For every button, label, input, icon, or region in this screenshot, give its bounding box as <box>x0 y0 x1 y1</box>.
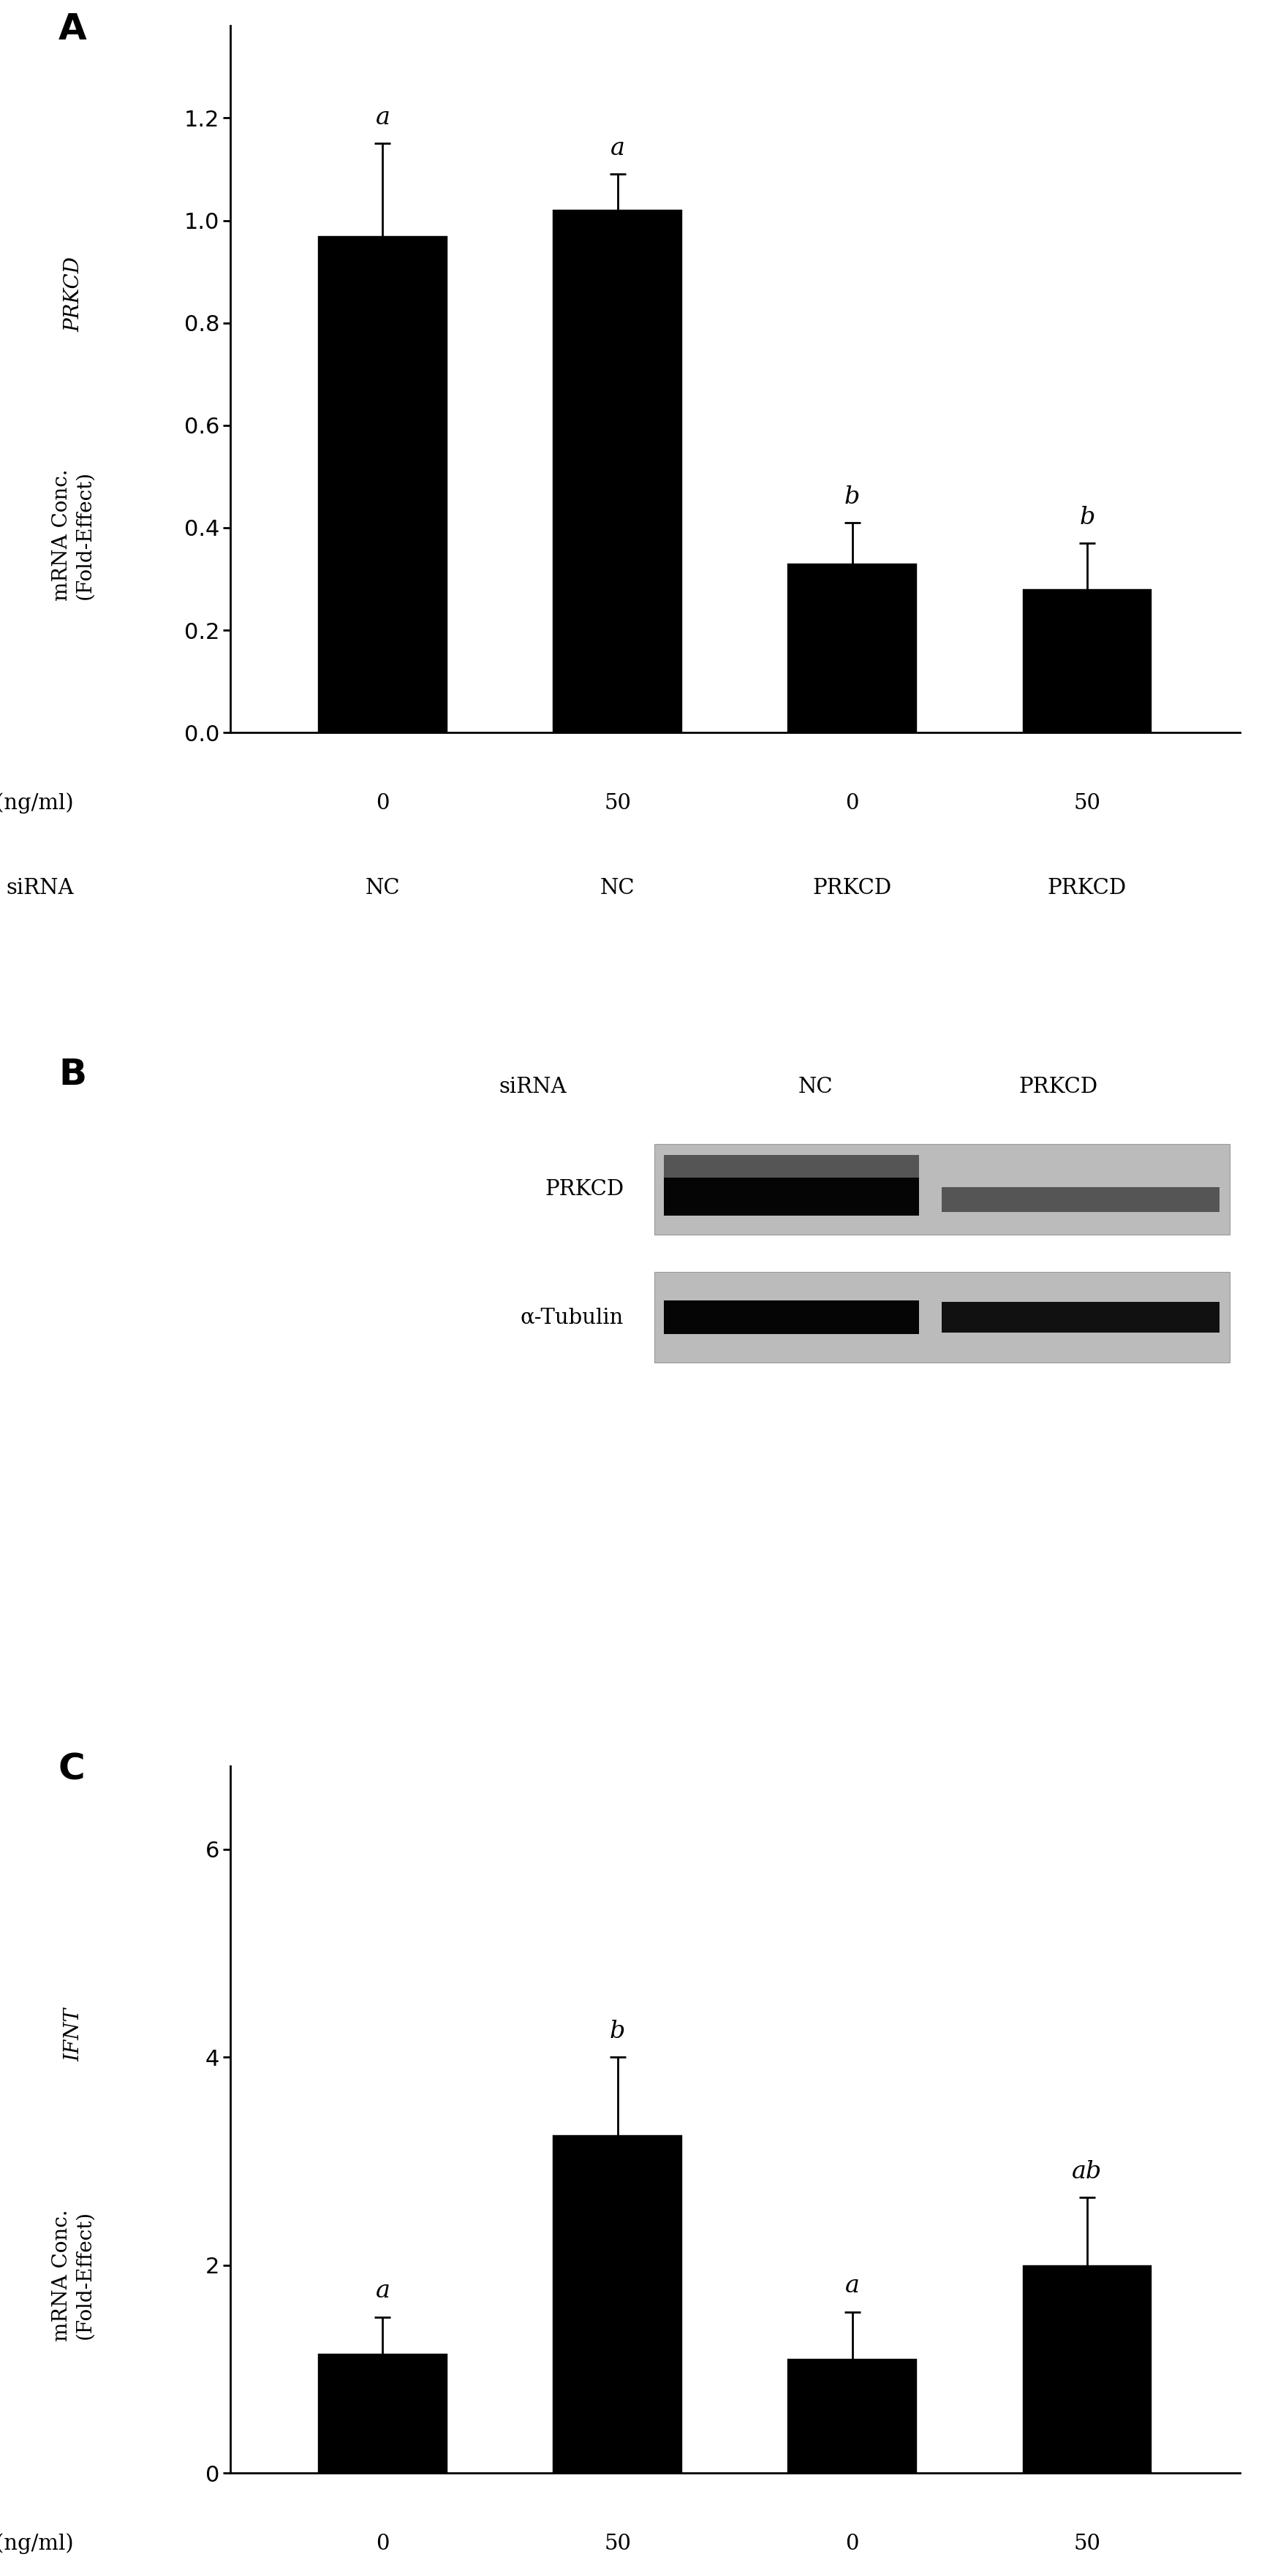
Text: PRKCD: PRKCD <box>1019 1077 1098 1097</box>
Text: mRNA Conc.
(Fold-Effect): mRNA Conc. (Fold-Effect) <box>52 2210 95 2342</box>
Text: a: a <box>845 2275 860 2298</box>
Text: C: C <box>59 1752 86 1788</box>
Text: b: b <box>1079 505 1095 528</box>
Text: ab: ab <box>1072 2161 1102 2184</box>
Bar <box>665 1301 919 1334</box>
Bar <box>787 2360 916 2473</box>
Bar <box>1022 2264 1151 2473</box>
Bar <box>787 564 916 732</box>
Text: B: B <box>59 1056 87 1092</box>
Text: A: A <box>59 13 87 46</box>
Text: 50: 50 <box>1074 2532 1100 2553</box>
Bar <box>1022 590 1151 732</box>
Bar <box>942 1301 1219 1332</box>
Bar <box>318 2354 447 2473</box>
Text: mRNA Conc.
(Fold-Effect): mRNA Conc. (Fold-Effect) <box>52 469 95 600</box>
Text: 50: 50 <box>604 2532 631 2553</box>
Bar <box>553 2136 682 2473</box>
Text: b: b <box>845 484 860 507</box>
Text: 0: 0 <box>846 793 859 814</box>
Text: PRKCD: PRKCD <box>813 878 892 899</box>
Text: a: a <box>376 2280 390 2303</box>
Text: b: b <box>610 2020 625 2043</box>
Text: a: a <box>610 137 625 160</box>
Bar <box>654 1144 1229 1234</box>
Text: 50: 50 <box>1074 793 1100 814</box>
Text: NC: NC <box>601 878 635 899</box>
Text: FGF (ng/ml): FGF (ng/ml) <box>0 2532 74 2555</box>
Bar <box>654 1273 1229 1363</box>
Text: 0: 0 <box>376 793 390 814</box>
Text: siRNA: siRNA <box>6 878 74 899</box>
Text: siRNA: siRNA <box>500 1077 566 1097</box>
Text: 0: 0 <box>376 2532 390 2553</box>
Text: PRKCD: PRKCD <box>1048 878 1127 899</box>
Bar <box>553 211 682 732</box>
Bar <box>318 237 447 732</box>
Text: α-Tubulin: α-Tubulin <box>520 1306 624 1327</box>
Text: 50: 50 <box>604 793 631 814</box>
Text: a: a <box>376 106 390 129</box>
Bar <box>665 1154 919 1190</box>
Bar <box>942 1188 1219 1211</box>
Text: NC: NC <box>366 878 400 899</box>
Text: 0: 0 <box>846 2532 859 2553</box>
Text: PRKCD: PRKCD <box>64 258 83 332</box>
Text: IFNT: IFNT <box>64 2009 83 2061</box>
Text: FGF (ng/ml): FGF (ng/ml) <box>0 793 74 814</box>
Bar <box>665 1177 919 1216</box>
Text: NC: NC <box>799 1077 833 1097</box>
Text: PRKCD: PRKCD <box>544 1180 624 1200</box>
